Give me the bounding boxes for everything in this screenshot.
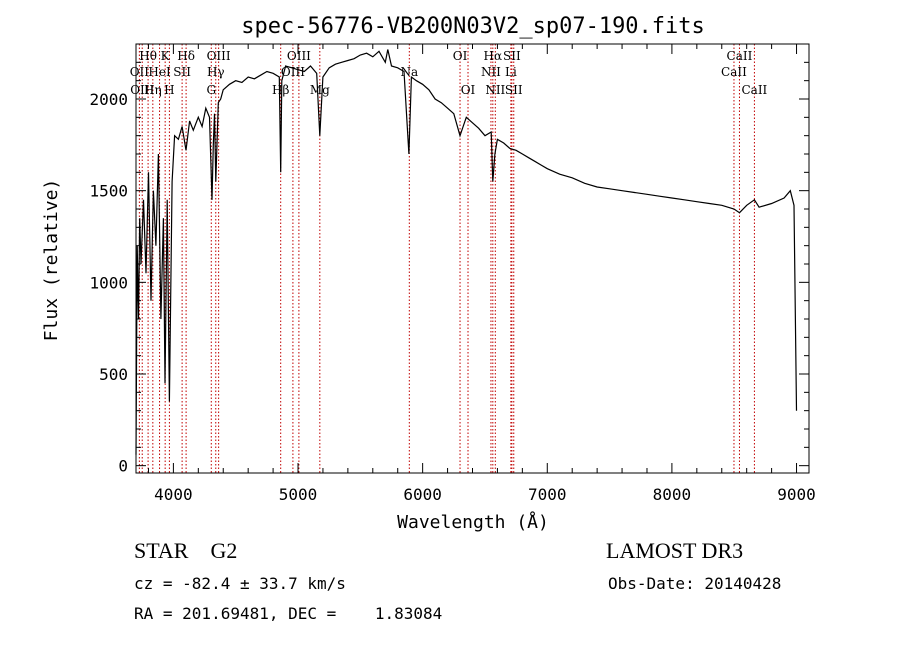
line-label: OI xyxy=(461,83,476,97)
line-label: Mg xyxy=(310,83,330,97)
line-label: Hη xyxy=(144,83,162,97)
spectrum-series-line xyxy=(135,49,798,455)
line-label: SII xyxy=(173,65,191,79)
line-label: CaII xyxy=(727,49,753,63)
line-label: CaII xyxy=(721,65,747,79)
survey-text: LAMOST DR3 xyxy=(606,538,744,563)
line-label: HeI xyxy=(148,65,171,79)
tick-labels: 4000 5000 6000 7000 8000 9000 0 500 1000 1500 2000 xyxy=(89,90,815,504)
line-label: Na xyxy=(400,65,418,79)
line-label: CaII xyxy=(741,83,767,97)
line-label: OI xyxy=(453,49,468,63)
line-label: NII xyxy=(481,65,501,79)
line-label: Hδ xyxy=(177,49,195,63)
line-label: K xyxy=(161,49,171,63)
plot-frame xyxy=(135,43,810,474)
x-tick-label: 9000 xyxy=(777,485,816,504)
line-label: OII xyxy=(130,65,150,79)
line-labels: OIIOIIIHθHηHeIKHSIIHδGHγOIIIHβOIIIOIIIMg… xyxy=(130,49,768,97)
line-label: SII xyxy=(505,83,523,97)
chart-title: spec-56776-VB200N03V2_sp07-190.fits xyxy=(241,14,705,39)
line-markers xyxy=(138,44,755,473)
line-label: NII xyxy=(485,83,505,97)
line-label: G xyxy=(206,83,216,97)
y-tick-label: 500 xyxy=(99,365,128,384)
line-label: OIII xyxy=(207,49,231,63)
line-label: Li xyxy=(505,65,517,79)
line-label: Hα xyxy=(484,49,503,63)
line-label: Hθ xyxy=(139,49,157,63)
y-tick-label: 1500 xyxy=(89,182,128,201)
y-axis-label: Flux (relative) xyxy=(41,179,62,342)
y-tick-label: 1000 xyxy=(89,273,128,292)
x-tick-label: 6000 xyxy=(403,485,442,504)
y-tick-label: 0 xyxy=(118,457,128,476)
axis-ticks xyxy=(136,44,809,473)
line-label: Hβ xyxy=(272,83,289,97)
radec-text: RA = 201.69481, DEC = 1.83084 xyxy=(134,604,443,623)
x-tick-label: 7000 xyxy=(528,485,567,504)
line-label: Hγ xyxy=(207,65,225,79)
x-tick-label: 8000 xyxy=(653,485,692,504)
obs-date-text: Obs-Date: 20140428 xyxy=(608,574,782,593)
line-label: SII xyxy=(503,49,521,63)
x-tick-label: 5000 xyxy=(279,485,318,504)
classification-text: STAR G2 xyxy=(134,538,238,563)
line-label: OIII xyxy=(287,49,311,63)
redshift-text: cz = -82.4 ± 33.7 km/s xyxy=(134,574,346,593)
line-label: OIII xyxy=(281,65,305,79)
line-label: H xyxy=(164,83,174,97)
x-tick-label: 4000 xyxy=(154,485,193,504)
x-axis-label: Wavelength (Å) xyxy=(397,511,549,533)
y-tick-label: 2000 xyxy=(89,90,128,109)
